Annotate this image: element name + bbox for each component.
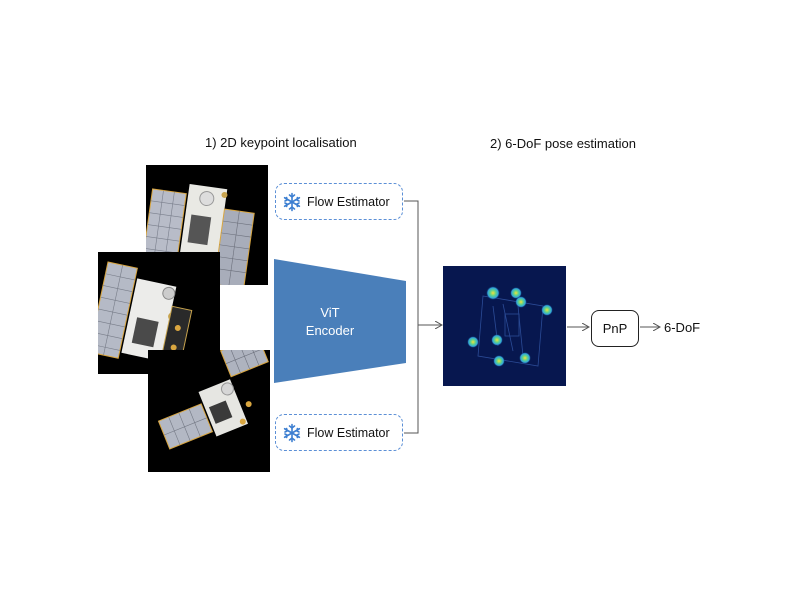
keypoint-blob [467, 336, 479, 348]
vit-encoder-line2: Encoder [305, 323, 355, 338]
pnp-box: PnP [591, 310, 639, 347]
vit-encoder-label: ViT Encoder [285, 304, 375, 340]
keypoint-blob [515, 296, 527, 308]
stage2-title: 2) 6-DoF pose estimation [490, 136, 636, 151]
keypoint-blob [486, 286, 500, 300]
snowflake-icon [283, 423, 301, 442]
keypoint-heatmap [443, 266, 566, 386]
bracket-line [404, 200, 419, 434]
keypoint-blob [541, 304, 553, 316]
vit-encoder-shape [274, 259, 406, 383]
satellite-image-3 [148, 350, 270, 472]
snowflake-icon [283, 192, 301, 211]
keypoint-blob [491, 334, 503, 346]
output-label: 6-DoF [664, 320, 701, 335]
keypoint-blob [510, 287, 522, 299]
flow-estimator-bottom-label: Flow Estimator [307, 425, 390, 440]
flow-estimator-top: Flow Estimator [275, 183, 403, 220]
keypoint-blob [493, 355, 505, 367]
flow-estimator-top-label: Flow Estimator [307, 194, 390, 209]
vit-encoder-line1: ViT [320, 305, 340, 320]
pnp-label: PnP [602, 321, 628, 336]
flow-estimator-bottom: Flow Estimator [275, 414, 403, 451]
keypoint-blob [519, 352, 531, 364]
stage1-title: 1) 2D keypoint localisation [205, 135, 357, 150]
